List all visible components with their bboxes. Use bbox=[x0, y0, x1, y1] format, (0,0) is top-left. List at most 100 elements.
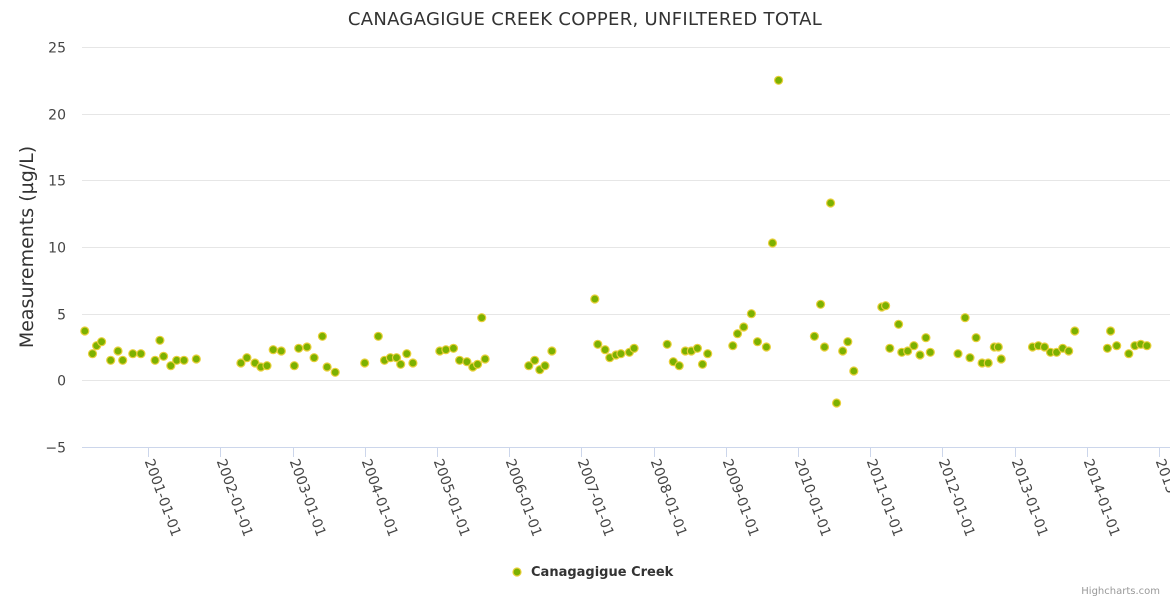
data-point[interactable] bbox=[831, 398, 842, 408]
data-point[interactable] bbox=[1070, 326, 1080, 336]
data-point[interactable] bbox=[294, 343, 304, 353]
data-point[interactable] bbox=[809, 331, 820, 341]
data-point[interactable] bbox=[276, 346, 286, 356]
data-point[interactable] bbox=[1142, 341, 1152, 351]
data-point[interactable] bbox=[674, 361, 684, 371]
data-point[interactable] bbox=[262, 361, 272, 371]
data-point[interactable] bbox=[128, 349, 138, 359]
data-point[interactable] bbox=[629, 343, 639, 353]
data-point[interactable] bbox=[150, 355, 160, 365]
data-point[interactable] bbox=[909, 341, 919, 351]
data-point[interactable] bbox=[960, 313, 970, 323]
data-point[interactable] bbox=[113, 346, 123, 356]
data-point[interactable] bbox=[268, 345, 278, 355]
data-point[interactable] bbox=[191, 354, 201, 364]
data-point[interactable] bbox=[600, 345, 610, 355]
y-tick-label: 15 bbox=[48, 174, 66, 190]
data-point[interactable] bbox=[159, 351, 169, 361]
data-point[interactable] bbox=[136, 349, 146, 359]
legend-series-label[interactable]: Canagagigue Creek bbox=[531, 565, 674, 580]
data-point[interactable] bbox=[697, 359, 708, 369]
data-point[interactable] bbox=[893, 319, 904, 329]
data-point[interactable] bbox=[547, 346, 557, 356]
data-point[interactable] bbox=[880, 301, 891, 311]
data-point[interactable] bbox=[746, 309, 757, 319]
data-point[interactable] bbox=[106, 355, 116, 365]
x-axis-ticks: 2001-01-01 2002-01-01 2003-01-01 2004-01-01… bbox=[141, 447, 1170, 539]
data-point[interactable] bbox=[773, 75, 784, 85]
data-point[interactable] bbox=[317, 331, 327, 341]
data-point[interactable] bbox=[761, 342, 772, 352]
data-point[interactable] bbox=[843, 337, 853, 347]
data-point[interactable] bbox=[96, 337, 107, 347]
data-point[interactable] bbox=[819, 342, 830, 352]
data-point[interactable] bbox=[462, 357, 472, 367]
data-point[interactable] bbox=[1105, 326, 1116, 336]
data-point[interactable] bbox=[80, 326, 90, 336]
data-point[interactable] bbox=[289, 361, 299, 371]
data-point[interactable] bbox=[155, 335, 165, 345]
data-point[interactable] bbox=[330, 367, 340, 377]
data-point[interactable] bbox=[408, 358, 418, 368]
data-point[interactable] bbox=[441, 345, 451, 355]
data-point[interactable] bbox=[1124, 349, 1134, 359]
data-point[interactable] bbox=[767, 238, 778, 248]
data-point[interactable] bbox=[87, 349, 98, 359]
data-point[interactable] bbox=[616, 349, 626, 359]
data-point[interactable] bbox=[396, 359, 406, 369]
data-point[interactable] bbox=[815, 299, 826, 309]
data-point[interactable] bbox=[965, 353, 975, 363]
data-point[interactable] bbox=[360, 358, 370, 368]
data-point[interactable] bbox=[925, 347, 935, 357]
data-point[interactable] bbox=[402, 349, 412, 359]
legend-series-symbol[interactable] bbox=[512, 567, 522, 577]
data-point[interactable] bbox=[473, 359, 483, 369]
data-point[interactable] bbox=[480, 354, 490, 364]
data-point[interactable] bbox=[1102, 343, 1113, 353]
data-point[interactable] bbox=[322, 362, 332, 372]
data-point[interactable] bbox=[732, 329, 743, 339]
data-point[interactable] bbox=[1064, 346, 1074, 356]
data-point[interactable] bbox=[728, 341, 738, 351]
x-tick-label: 2009-01-01 bbox=[719, 457, 762, 539]
data-point[interactable] bbox=[302, 342, 312, 352]
data-point[interactable] bbox=[166, 361, 176, 371]
data-point[interactable] bbox=[242, 353, 252, 363]
data-point[interactable] bbox=[752, 337, 763, 347]
data-point[interactable] bbox=[849, 366, 859, 376]
data-point[interactable] bbox=[983, 358, 993, 368]
data-point[interactable] bbox=[825, 198, 836, 208]
data-point[interactable] bbox=[530, 355, 540, 365]
data-point[interactable] bbox=[1039, 342, 1050, 352]
data-point[interactable] bbox=[953, 349, 963, 359]
data-series[interactable] bbox=[80, 75, 1152, 408]
data-point[interactable] bbox=[391, 353, 402, 363]
data-point[interactable] bbox=[477, 313, 487, 323]
data-point[interactable] bbox=[903, 346, 913, 356]
credits-link[interactable]: Highcharts.com bbox=[1081, 586, 1160, 597]
data-point[interactable] bbox=[1112, 341, 1122, 351]
data-point[interactable] bbox=[838, 346, 848, 356]
data-point[interactable] bbox=[739, 322, 749, 332]
data-point[interactable] bbox=[593, 339, 603, 349]
data-point[interactable] bbox=[692, 343, 703, 353]
data-point[interactable] bbox=[540, 361, 550, 371]
legend[interactable]: Canagagigue Creek bbox=[512, 565, 674, 580]
data-point[interactable] bbox=[996, 354, 1006, 364]
data-point[interactable] bbox=[915, 350, 925, 360]
data-point[interactable] bbox=[662, 339, 672, 349]
data-point[interactable] bbox=[993, 342, 1003, 352]
data-point[interactable] bbox=[118, 355, 128, 365]
data-point[interactable] bbox=[971, 333, 981, 343]
data-point[interactable] bbox=[236, 358, 246, 368]
data-point[interactable] bbox=[448, 343, 459, 353]
data-point[interactable] bbox=[373, 331, 383, 341]
data-point[interactable] bbox=[921, 333, 931, 343]
data-point[interactable] bbox=[455, 355, 465, 365]
data-point[interactable] bbox=[179, 355, 189, 365]
data-point[interactable] bbox=[885, 343, 895, 353]
data-point[interactable] bbox=[590, 294, 600, 304]
data-point[interactable] bbox=[703, 349, 713, 359]
data-point[interactable] bbox=[309, 353, 319, 363]
data-point[interactable] bbox=[524, 361, 534, 371]
